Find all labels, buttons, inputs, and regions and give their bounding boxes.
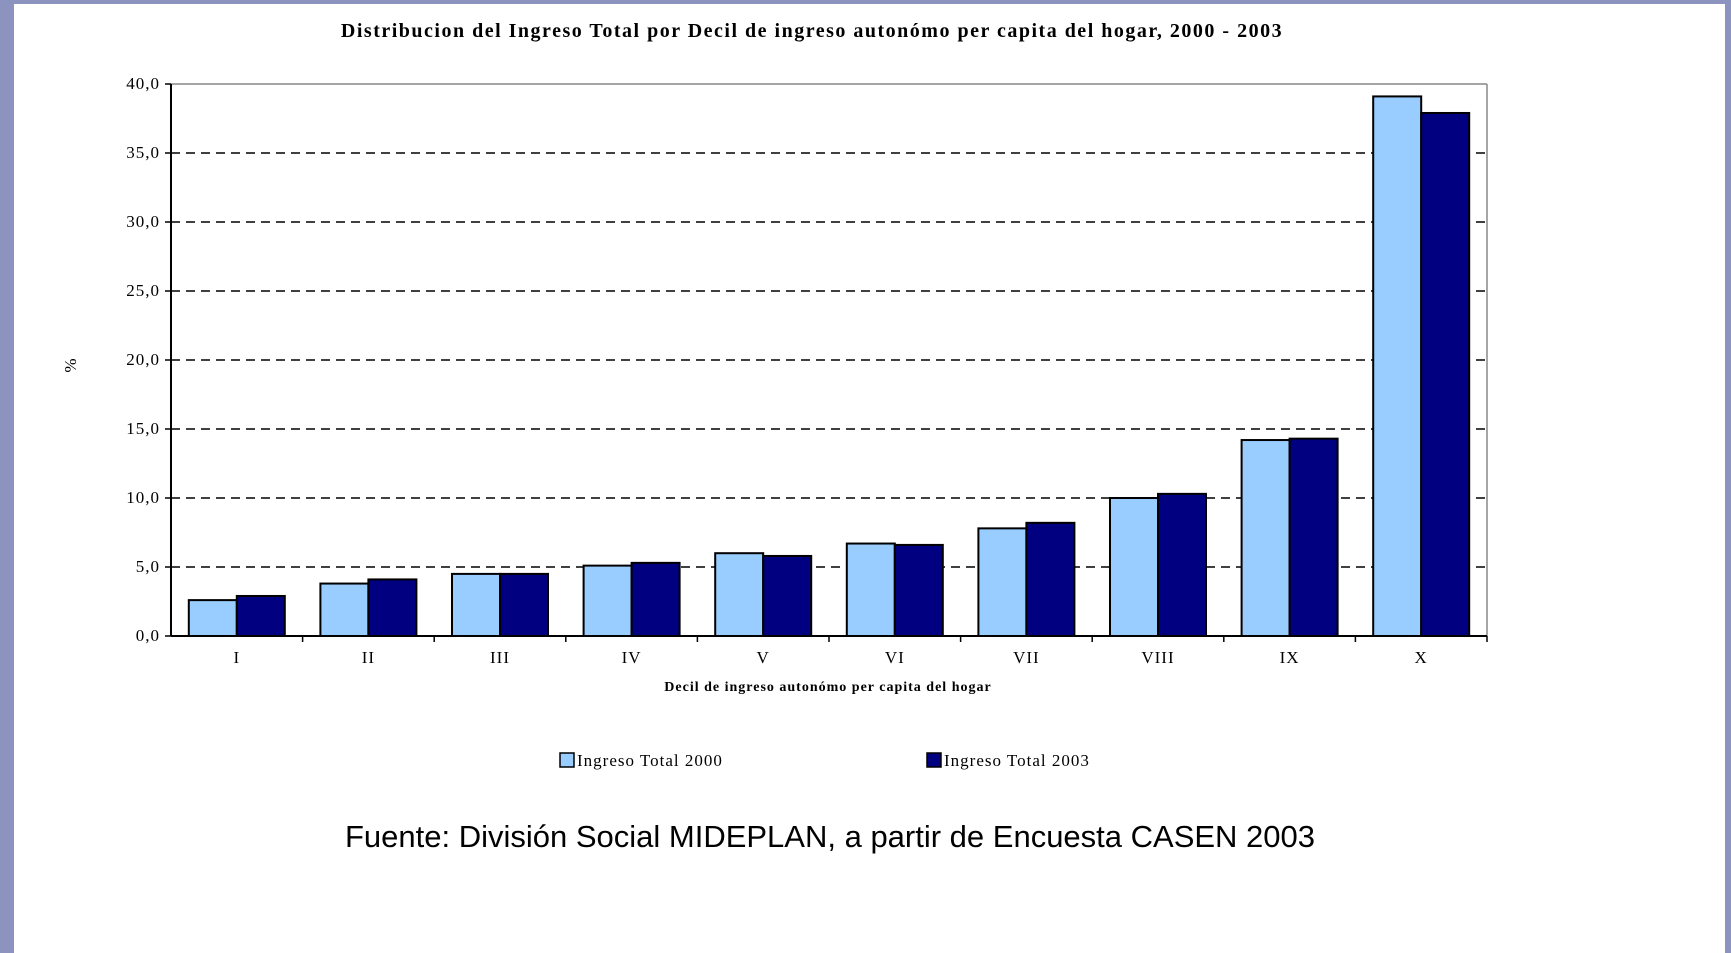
y-tick-label: 25,0 — [126, 281, 160, 300]
bar-ingreso-total-2003-vii — [1026, 523, 1074, 636]
bar-ingreso-total-2000-i — [189, 600, 237, 636]
y-tick-label: 20,0 — [126, 350, 160, 369]
x-tick-label: IV — [622, 648, 642, 667]
x-tick-label: VII — [1013, 648, 1040, 667]
bar-chart: Distribucion del Ingreso Total por Decil… — [14, 4, 1725, 953]
legend: Ingreso Total 2000 Ingreso Total 2003 — [560, 751, 1090, 770]
y-tick-label: 5,0 — [136, 557, 160, 576]
x-tick-label: V — [757, 648, 770, 667]
bars — [189, 96, 1469, 636]
y-axis-label: % — [61, 357, 80, 372]
chart-title: Distribucion del Ingreso Total por Decil… — [341, 20, 1283, 42]
bar-ingreso-total-2000-v — [715, 553, 763, 636]
x-tick-label: II — [362, 648, 375, 667]
x-axis-label: Decil de ingreso autonómo per capita del… — [664, 680, 991, 695]
y-tick-label: 30,0 — [126, 212, 160, 231]
bar-ingreso-total-2003-v — [763, 556, 811, 636]
bar-ingreso-total-2003-viii — [1158, 494, 1206, 636]
bar-ingreso-total-2003-iii — [500, 574, 548, 636]
legend-swatch — [927, 753, 941, 767]
y-tick-label: 0,0 — [136, 626, 160, 645]
bar-ingreso-total-2000-x — [1373, 96, 1421, 636]
bar-ingreso-total-2003-x — [1421, 113, 1469, 636]
bar-ingreso-total-2000-ii — [320, 584, 368, 636]
legend-label: Ingreso Total 2003 — [944, 751, 1090, 770]
y-tick-label: 35,0 — [126, 143, 160, 162]
bar-ingreso-total-2000-ix — [1242, 440, 1290, 636]
x-tick-label: VI — [885, 648, 905, 667]
x-tick-label: VIII — [1141, 648, 1174, 667]
x-tick-label: IX — [1280, 648, 1300, 667]
x-tick-label: III — [490, 648, 510, 667]
source-note: Fuente: División Social MIDEPLAN, a part… — [345, 819, 1315, 854]
bar-ingreso-total-2000-viii — [1110, 498, 1158, 636]
bar-ingreso-total-2000-iv — [584, 566, 632, 636]
x-tick-label: I — [233, 648, 240, 667]
y-tick-label: 40,0 — [126, 74, 160, 93]
y-tick-label: 15,0 — [126, 419, 160, 438]
legend-swatch — [560, 753, 574, 767]
x-tick-label: X — [1415, 648, 1428, 667]
bar-ingreso-total-2000-vi — [847, 544, 895, 636]
bar-ingreso-total-2000-iii — [452, 574, 500, 636]
y-tick-label: 10,0 — [126, 488, 160, 507]
bar-ingreso-total-2003-i — [237, 596, 285, 636]
bar-ingreso-total-2000-vii — [978, 528, 1026, 636]
legend-label: Ingreso Total 2000 — [577, 751, 723, 770]
bar-ingreso-total-2003-ii — [368, 579, 416, 636]
bar-ingreso-total-2003-ix — [1290, 439, 1338, 636]
bar-ingreso-total-2003-iv — [632, 563, 680, 636]
bar-ingreso-total-2003-vi — [895, 545, 943, 636]
